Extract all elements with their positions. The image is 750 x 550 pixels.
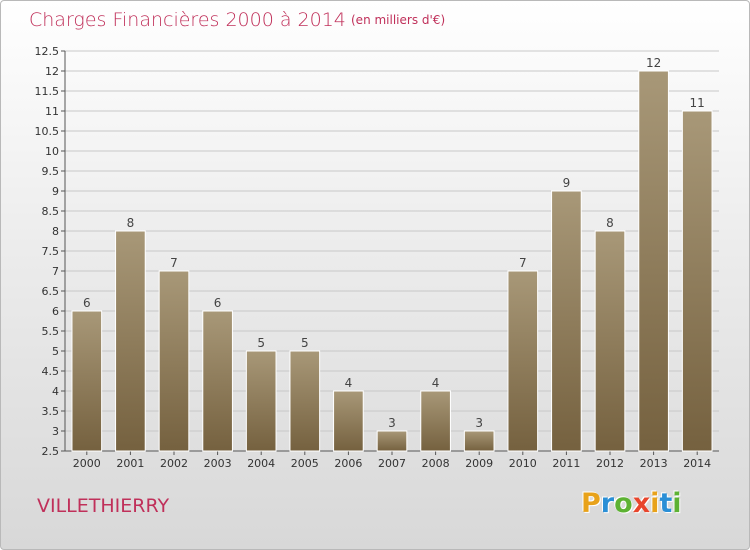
y-tick-label: 3 [52, 425, 59, 438]
bar-2001 [115, 230, 146, 452]
value-label: 5 [301, 336, 309, 350]
logo-letter: r [600, 488, 615, 519]
x-tick-label: 2008 [422, 457, 450, 470]
x-tick-label: 2012 [596, 457, 624, 470]
y-tick-label: 9 [52, 185, 59, 198]
bar-2008 [420, 390, 451, 452]
y-tick-label: 5 [52, 345, 59, 358]
y-tick-label: 8 [52, 225, 59, 238]
bar-2006 [333, 390, 364, 452]
y-tick-label: 8.5 [42, 205, 60, 218]
value-label: 8 [606, 216, 614, 230]
value-label: 12 [646, 56, 661, 70]
y-tick-label: 12.5 [35, 45, 60, 58]
value-label: 3 [388, 416, 396, 430]
bar-2013 [638, 70, 669, 452]
x-tick-label: 2002 [160, 457, 188, 470]
bar-2009 [463, 430, 495, 452]
value-label: 3 [475, 416, 483, 430]
value-label: 4 [432, 376, 440, 390]
value-label: 11 [690, 96, 705, 110]
x-tick-label: 2004 [247, 457, 275, 470]
y-tick-label: 5.5 [42, 325, 60, 338]
bar-2004 [245, 350, 277, 452]
y-tick-label: 4 [52, 385, 59, 398]
bar-2000 [71, 310, 103, 452]
x-tick-label: 2009 [465, 457, 493, 470]
y-tick-label: 3.5 [42, 405, 60, 418]
y-tick-label: 7 [52, 265, 59, 278]
value-label: 5 [257, 336, 265, 350]
value-label: 6 [83, 296, 91, 310]
bar-2003 [202, 310, 233, 452]
y-tick-label: 4.5 [42, 365, 60, 378]
x-tick-label: 2013 [640, 457, 668, 470]
x-tick-label: 2003 [204, 457, 232, 470]
logo-letter: i [650, 488, 660, 519]
x-tick-label: 2006 [334, 457, 362, 470]
chart-subtitle: (en milliers d'€) [351, 13, 446, 27]
logo-letter: P [581, 488, 601, 519]
value-label: 4 [345, 376, 353, 390]
bar-2010 [507, 270, 539, 452]
bar-2011 [551, 190, 582, 452]
value-label: 9 [563, 176, 571, 190]
bar-2005 [289, 350, 321, 452]
logo-letter: o [614, 488, 633, 519]
logo-letter: t [659, 488, 673, 519]
bar-2002 [158, 270, 190, 452]
y-tick-label: 10.5 [35, 125, 60, 138]
x-tick-label: 2011 [552, 457, 580, 470]
bar-2012 [594, 230, 626, 452]
y-tick-label: 12 [45, 65, 59, 78]
y-tick-label: 11.5 [35, 85, 60, 98]
bar-2007 [376, 430, 408, 452]
value-label: 8 [127, 216, 135, 230]
commune-name: VILLETHIERRY [37, 495, 170, 517]
logo-letter: x [632, 488, 651, 519]
x-tick-label: 2014 [683, 457, 711, 470]
logo-letter: i [672, 488, 682, 519]
bars [71, 70, 713, 452]
proxiti-logo: Proxiti [581, 488, 682, 519]
x-tick-label: 2005 [291, 457, 319, 470]
x-tick-label: 2000 [73, 457, 101, 470]
x-tick-label: 2007 [378, 457, 406, 470]
y-tick-label: 6 [52, 305, 59, 318]
y-tick-label: 11 [45, 105, 59, 118]
y-tick-label: 10 [45, 145, 59, 158]
x-tick-label: 2001 [116, 457, 144, 470]
y-tick-label: 9.5 [42, 165, 60, 178]
x-tick-label: 2010 [509, 457, 537, 470]
y-tick-label: 7.5 [42, 245, 60, 258]
value-label: 7 [170, 256, 178, 270]
chart-title: Charges Financières 2000 à 2014 [29, 9, 346, 31]
value-labels: 6 8 7 6 5 5 4 3 4 3 7 9 8 12 11 [83, 56, 705, 430]
value-label: 6 [214, 296, 222, 310]
bar-2014 [681, 110, 713, 452]
y-tick-label: 2.5 [42, 445, 60, 458]
y-tick-label: 6.5 [42, 285, 60, 298]
value-label: 7 [519, 256, 527, 270]
